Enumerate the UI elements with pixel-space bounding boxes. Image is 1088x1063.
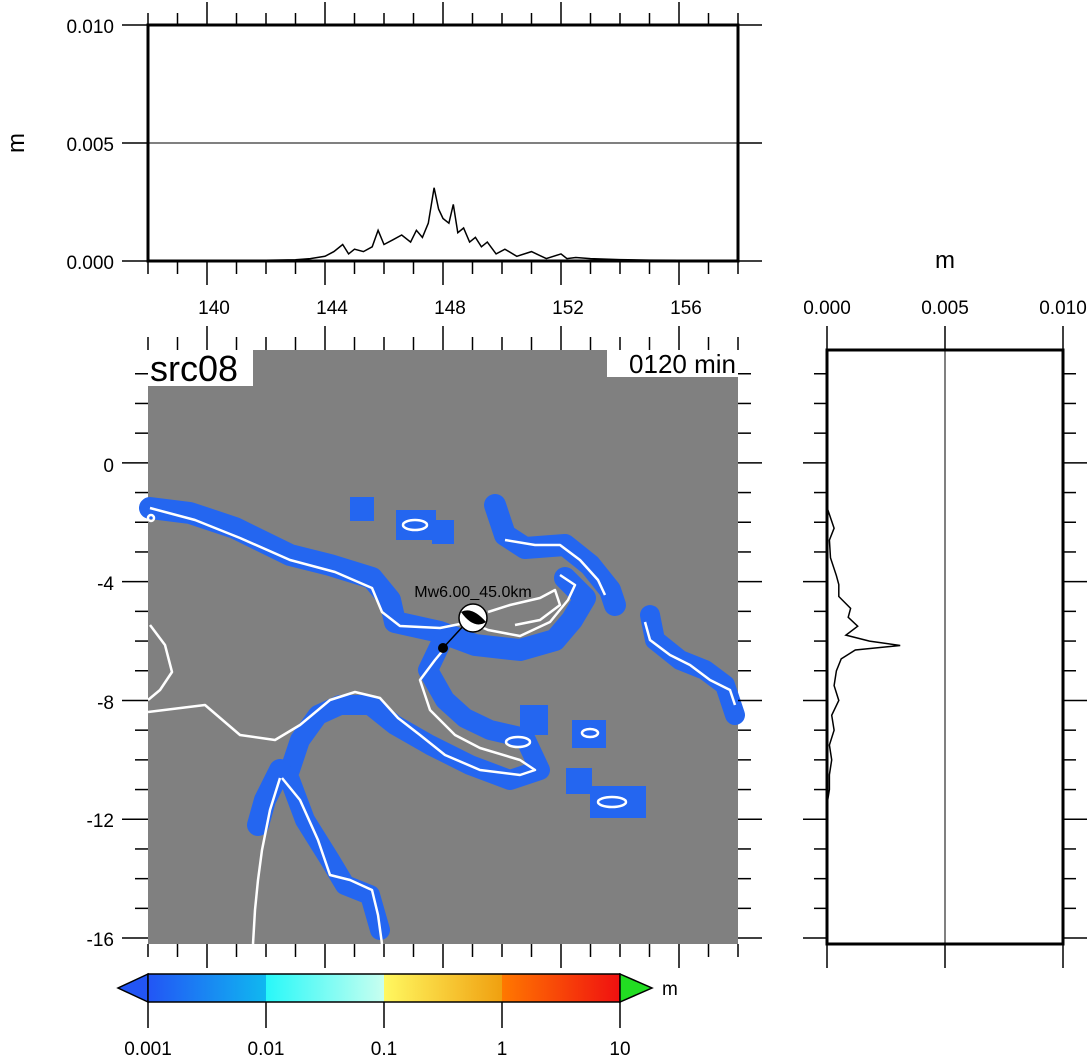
side-profile-panel: m 0.000 0.005 0.010 (803, 247, 1087, 968)
colorbar-segment-2 (266, 974, 384, 1002)
top-xtick-label-140: 140 (198, 298, 230, 319)
map-lat-label-16: -16 (87, 930, 114, 951)
wave-band-islet-6 (566, 768, 592, 794)
top-xtick-label-152: 152 (552, 298, 584, 319)
wave-band-bougainville (640, 605, 745, 725)
side-xtick-1: 0.005 (921, 298, 969, 319)
colorbar: 0.001 0.01 0.1 1 10 m (116, 972, 678, 1060)
wave-band-islet-5 (572, 720, 606, 748)
map-ticks (122, 326, 762, 968)
title-label-box (145, 350, 253, 386)
coast-islet-1 (401, 518, 429, 532)
top-xtick-label-156: 156 (670, 298, 702, 319)
side-xtick-0: 0.000 (803, 298, 851, 319)
top-profile-panel: 0.010 0.005 0.000 m 140 144 148 152 156 (3, 2, 762, 319)
coastlines (146, 506, 737, 945)
colorbar-segment-3 (384, 974, 502, 1002)
event-label: Mw6.00_45.0km (414, 584, 531, 601)
top-profile-ylabel: m (3, 133, 30, 153)
side-profile-line (826, 507, 901, 805)
colorbar-segment-1 (148, 974, 266, 1002)
colorbar-segment-4 (502, 974, 620, 1002)
top-profile-line (148, 187, 727, 262)
time-label-box (607, 350, 738, 377)
colorbar-label-3: 1 (497, 1039, 508, 1060)
top-ytick-0: 0.010 (66, 17, 114, 38)
top-ytick-1: 0.005 (66, 135, 114, 156)
coast-cape-york-east (281, 777, 384, 945)
map-panel: Mw6.00_45.0km src08 0120 min 0 -4 -8 -12… (87, 326, 762, 968)
colorbar-label-4: 10 (609, 1039, 630, 1060)
top-profile-yticks (122, 24, 762, 262)
map-lat-label-12: -12 (87, 811, 114, 832)
map-lat-label-0: 0 (103, 456, 114, 477)
time-label: 0120 min (629, 349, 736, 379)
colorbar-label-2: 0.1 (371, 1039, 397, 1060)
coast-bougainville (643, 621, 737, 706)
colorbar-unit: m (662, 979, 678, 1000)
wave-band-islet-3 (432, 520, 454, 544)
colorbar-label-0: 0.001 (124, 1039, 172, 1060)
side-profile-ticks (803, 326, 1087, 968)
wave-band-new-ireland (484, 494, 626, 616)
colorbar-high-arrow (619, 972, 654, 1004)
colorbar-label-1: 0.01 (248, 1039, 285, 1060)
side-profile-xlabel: m (935, 247, 955, 274)
wave-band-islet-1 (350, 497, 374, 521)
coast-cape-york-west (251, 777, 282, 945)
wave-band-cape-york-east (280, 770, 390, 940)
coast-islet-4 (504, 735, 532, 749)
coast-islet-2 (580, 727, 600, 739)
map-lat-label-8: -8 (97, 693, 114, 714)
coast-new-guinea-south (147, 647, 537, 777)
title-label: src08 (150, 348, 238, 389)
map-lat-label-4: -4 (97, 574, 114, 595)
top-profile-xticks (147, 2, 739, 285)
focal-mechanism-compression-icon (461, 610, 486, 625)
epicenter-dot (438, 643, 448, 653)
colorbar-low-arrow (116, 972, 149, 1004)
event-marker: Mw6.00_45.0km (414, 584, 532, 653)
wave-band-islet-7 (590, 786, 646, 818)
wave-band-islet-4 (520, 705, 548, 735)
side-xtick-2: 0.010 (1039, 298, 1087, 319)
coast-islet-5 (146, 513, 156, 523)
top-xtick-label-144: 144 (316, 298, 348, 319)
top-xtick-label-148: 148 (434, 298, 466, 319)
coast-border-north (147, 624, 174, 701)
coast-new-britain (487, 588, 562, 627)
wave-height-bands (139, 494, 745, 940)
wave-band-cape-york (247, 759, 291, 836)
colorbar-ticks (147, 1002, 621, 1028)
coast-new-ireland (504, 538, 607, 596)
top-ytick-2: 0.000 (66, 253, 114, 274)
coast-new-guinea-north (149, 506, 577, 638)
coast-islet-3 (596, 795, 628, 809)
